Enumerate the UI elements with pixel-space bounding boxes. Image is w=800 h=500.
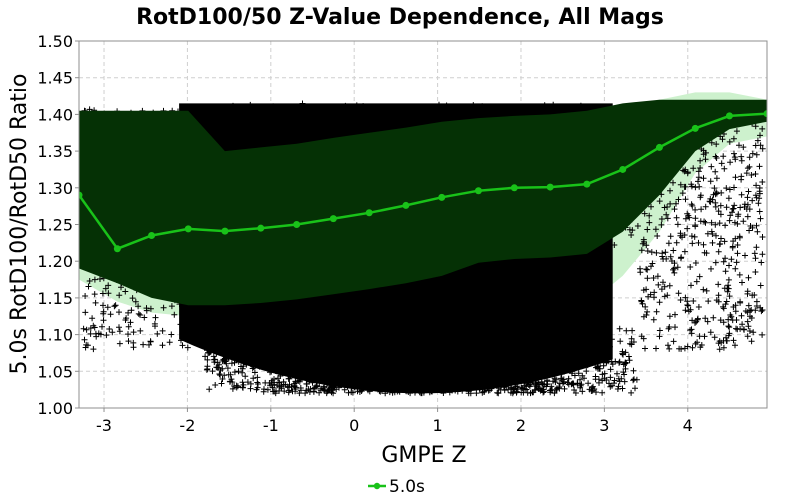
x-tick-label: -3 (96, 416, 112, 435)
legend: 5.0s (368, 477, 425, 497)
series-point (329, 215, 337, 223)
x-axis-label: GMPE Z (381, 443, 466, 468)
y-tick-label: 1.30 (37, 179, 73, 198)
y-axis-ticks: 1.00 1.05 1.10 1.15 1.20 1.25 1.30 1.35 1.40 1.45… (37, 32, 79, 418)
y-axis-label: 5.0s RotD100/RotD50 Ratio (7, 74, 32, 375)
y-tick-label: 1.10 (37, 326, 73, 345)
chart-title: RotD100/50 Z-Value Dependence, All Mags (136, 5, 664, 30)
y-tick-label: 1.25 (37, 216, 73, 235)
x-tick-label: 2 (516, 416, 526, 435)
series-point (184, 225, 192, 233)
series-line (79, 112, 767, 251)
x-tick-label: 1 (433, 416, 443, 435)
legend-marker (373, 482, 381, 490)
y-tick-label: 1.20 (37, 252, 73, 271)
series-point (583, 180, 591, 188)
legend-label: 5.0s (389, 477, 425, 497)
y-tick-label: 1.45 (37, 69, 73, 88)
x-tick-label: 0 (349, 416, 359, 435)
y-tick-label: 1.05 (37, 362, 73, 381)
plot-area (78, 40, 768, 409)
series-point (365, 209, 373, 217)
series-point (691, 124, 699, 132)
series-point (402, 201, 410, 209)
series-point (293, 221, 301, 228)
series-point (113, 245, 121, 253)
series-point (474, 187, 482, 195)
series-point (763, 110, 767, 118)
series-point (510, 184, 518, 192)
series-point (79, 191, 83, 199)
x-tick-label: -2 (179, 416, 195, 435)
y-tick-label: 1.15 (37, 289, 73, 308)
x-tick-label: 3 (599, 416, 609, 435)
x-tick-label: 4 (683, 416, 693, 435)
series-point (546, 183, 554, 191)
mean-series (79, 110, 767, 253)
series-point (148, 232, 156, 240)
x-tick-label: -1 (263, 416, 279, 435)
series-point (438, 193, 446, 201)
series-point (619, 165, 627, 173)
series-point (725, 112, 733, 120)
series-point (221, 227, 229, 235)
y-tick-label: 1.35 (37, 142, 73, 161)
y-tick-label: 1.00 (37, 399, 73, 418)
series-point (257, 224, 265, 232)
series-point (655, 143, 663, 151)
x-axis-ticks: -3 -2 -1 0 1 2 3 4 (96, 408, 693, 435)
y-tick-label: 1.50 (37, 32, 73, 51)
y-tick-label: 1.40 (37, 105, 73, 124)
